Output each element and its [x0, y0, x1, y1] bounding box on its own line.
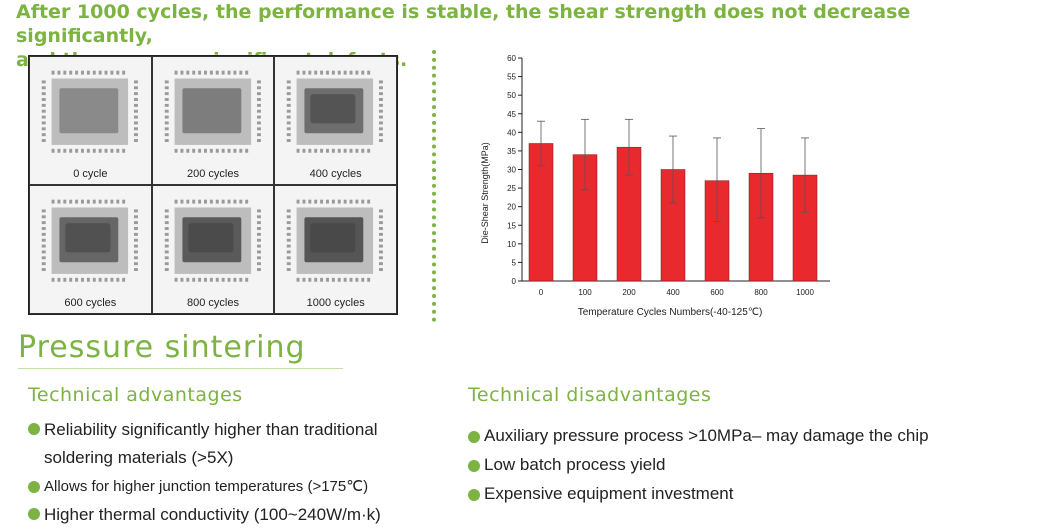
chart-x-ticks: 0 100 200 400 600 800 1000	[539, 288, 815, 297]
xray-image: 400 cycles	[274, 56, 397, 185]
xray-image: 200 cycles	[151, 56, 275, 185]
disadvantages-title: Technical disadvantages	[468, 384, 712, 406]
y-tick-label: 35	[507, 147, 516, 156]
x-tick-label: 400	[666, 288, 680, 297]
xray-picture	[275, 57, 396, 184]
advantages-list: Reliability significantly higher than tr…	[28, 416, 448, 529]
xray-picture	[275, 186, 396, 313]
list-item-text: Higher thermal conductivity (100~240W/m·…	[44, 505, 381, 524]
list-item: Higher thermal conductivity (100~240W/m·…	[28, 501, 448, 529]
y-tick-label: 0	[512, 277, 517, 286]
xray-image: 800 cycles	[151, 185, 275, 314]
list-item-text: soldering materials (>5X)	[44, 448, 234, 467]
list-item-text: Low batch process yield	[484, 455, 666, 474]
y-tick-label: 5	[512, 258, 517, 267]
list-item: Low batch process yield	[468, 450, 1028, 479]
xray-picture	[30, 57, 151, 184]
y-tick-label: 20	[507, 203, 516, 212]
xray-image: 0 cycle	[29, 56, 152, 185]
y-tick-label: 55	[507, 73, 516, 82]
chart-y-ticks: 0 5 10 15 20 25 30 35 40 45 50 55 60	[507, 54, 522, 286]
x-tick-label: 200	[622, 288, 636, 297]
x-tick-label: 600	[710, 288, 724, 297]
list-item-text: Allows for higher junction temperatures …	[44, 478, 369, 495]
xray-image: 600 cycles	[29, 185, 152, 314]
xray-caption: 800 cycles	[187, 297, 239, 309]
bullet-icon	[28, 481, 40, 493]
y-tick-label: 45	[507, 110, 516, 119]
y-tick-label: 10	[507, 240, 516, 249]
bullet-icon	[468, 489, 480, 501]
bar	[528, 143, 554, 282]
xray-picture	[152, 57, 274, 184]
xray-image-grid: 0 cycle 200 cycles 400 cycles 600 cycles…	[28, 55, 398, 315]
disadvantages-list: Auxiliary pressure process >10MPa– may d…	[468, 421, 1028, 508]
list-item-text: Expensive equipment investment	[484, 484, 734, 503]
list-item: Reliability significantly higher than tr…	[28, 416, 448, 472]
x-tick-label: 100	[578, 288, 592, 297]
list-item: Auxiliary pressure process >10MPa– may d…	[468, 421, 1028, 450]
headline-line-1: After 1000 cycles, the performance is st…	[16, 1, 911, 47]
y-tick-label: 40	[507, 128, 516, 137]
y-tick-label: 30	[507, 166, 516, 175]
dotted-divider	[432, 50, 436, 322]
list-item-text: Auxiliary pressure process >10MPa– may d…	[484, 426, 929, 445]
advantages-title: Technical advantages	[28, 384, 243, 406]
bullet-icon	[28, 508, 40, 520]
xray-picture	[152, 186, 274, 313]
xray-image: 1000 cycles	[274, 185, 397, 314]
list-item: Allows for higher junction temperatures …	[28, 473, 448, 501]
chart-y-label: Die-Shear Strength(MPa)	[480, 142, 490, 244]
section-title: Pressure sintering	[18, 330, 306, 365]
die-shear-chart: 0 5 10 15 20 25 30 35 40 45 50 55 60 0 100 200 400 600 80…	[480, 54, 830, 318]
xray-caption: 400 cycles	[309, 168, 362, 180]
chart-error-bars	[537, 118, 809, 222]
x-tick-label: 800	[754, 288, 768, 297]
y-tick-label: 60	[507, 54, 516, 63]
x-tick-label: 1000	[796, 288, 814, 297]
x-tick-label: 0	[539, 288, 544, 297]
bullet-icon	[468, 431, 480, 443]
y-tick-label: 50	[507, 91, 516, 100]
y-tick-label: 15	[507, 221, 516, 230]
list-item-text: Reliability significantly higher than tr…	[44, 420, 378, 439]
xray-caption: 600 cycles	[64, 297, 117, 309]
list-item: Expensive equipment investment	[468, 479, 1028, 508]
section-title-underline	[18, 368, 343, 369]
xray-picture	[30, 186, 151, 313]
bullet-icon	[28, 423, 40, 435]
xray-caption: 1000 cycles	[306, 297, 365, 309]
chart-x-label: Temperature Cycles Numbers(-40-125℃)	[578, 307, 763, 318]
y-tick-label: 25	[507, 184, 516, 193]
xray-caption: 0 cycle	[73, 168, 108, 180]
xray-caption: 200 cycles	[187, 168, 239, 180]
bullet-icon	[468, 460, 480, 472]
